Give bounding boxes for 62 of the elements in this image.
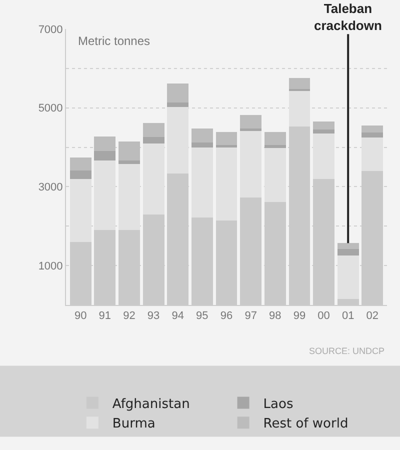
bar bbox=[70, 178, 92, 242]
bar bbox=[94, 151, 116, 160]
bar bbox=[288, 78, 310, 89]
bar bbox=[142, 143, 164, 214]
y-axis-title: Metric tonnes bbox=[78, 34, 150, 48]
bar bbox=[70, 158, 92, 171]
y-tick-label: 1000 bbox=[38, 260, 63, 272]
y-tick-label: 5000 bbox=[38, 102, 63, 115]
bar bbox=[288, 90, 310, 126]
bar bbox=[362, 132, 384, 138]
bar bbox=[240, 114, 262, 128]
x-tick-label: 99 bbox=[293, 310, 306, 322]
bar bbox=[167, 107, 189, 174]
bar bbox=[142, 123, 164, 138]
bar bbox=[191, 142, 213, 148]
bar bbox=[142, 137, 164, 144]
bar bbox=[337, 256, 359, 300]
x-tick-label: 91 bbox=[98, 310, 112, 322]
x-tick-label: 92 bbox=[123, 310, 136, 322]
annotation: Taleban crackdown bbox=[314, 1, 382, 33]
bar bbox=[337, 243, 359, 250]
bar bbox=[70, 170, 92, 179]
bar bbox=[240, 131, 262, 198]
bar bbox=[362, 126, 384, 133]
bar bbox=[167, 83, 189, 103]
bar bbox=[216, 132, 238, 145]
legend-label: Afghanistan bbox=[112, 396, 190, 412]
source-note: SOURCE: UNDCP bbox=[309, 346, 385, 356]
legend-label: Rest of world bbox=[263, 416, 348, 432]
bar bbox=[264, 148, 286, 202]
bar bbox=[167, 102, 189, 108]
x-tick-label: 95 bbox=[196, 310, 208, 322]
bar bbox=[313, 130, 334, 134]
bar bbox=[264, 144, 286, 148]
bar bbox=[216, 147, 238, 221]
bar bbox=[118, 164, 140, 230]
bar bbox=[191, 128, 213, 143]
bar bbox=[94, 136, 116, 152]
bar bbox=[118, 160, 140, 164]
bar bbox=[313, 133, 334, 179]
y-tick-label: 7000 bbox=[38, 24, 63, 36]
bar bbox=[337, 249, 359, 256]
x-tick-label: 94 bbox=[172, 310, 184, 322]
x-tick-label: 98 bbox=[269, 310, 282, 322]
x-tick-label: 93 bbox=[147, 310, 160, 322]
bar bbox=[313, 121, 334, 130]
x-tick-label: 02 bbox=[366, 310, 379, 322]
bar bbox=[264, 132, 286, 145]
bar bbox=[94, 160, 116, 230]
bar bbox=[191, 147, 213, 218]
x-tick-label: 90 bbox=[74, 310, 87, 322]
x-tick-label: 01 bbox=[342, 310, 354, 322]
x-tick-label: 97 bbox=[244, 310, 257, 322]
bar bbox=[240, 128, 262, 132]
bar bbox=[362, 137, 384, 171]
bar bbox=[118, 141, 140, 161]
legend-label: Laos bbox=[263, 396, 294, 412]
x-tick-label: 96 bbox=[220, 310, 233, 322]
bar bbox=[216, 144, 238, 148]
y-tick-label: 3000 bbox=[38, 182, 63, 194]
legend-label: Burma bbox=[112, 416, 156, 432]
x-tick-label: 00 bbox=[318, 310, 330, 322]
